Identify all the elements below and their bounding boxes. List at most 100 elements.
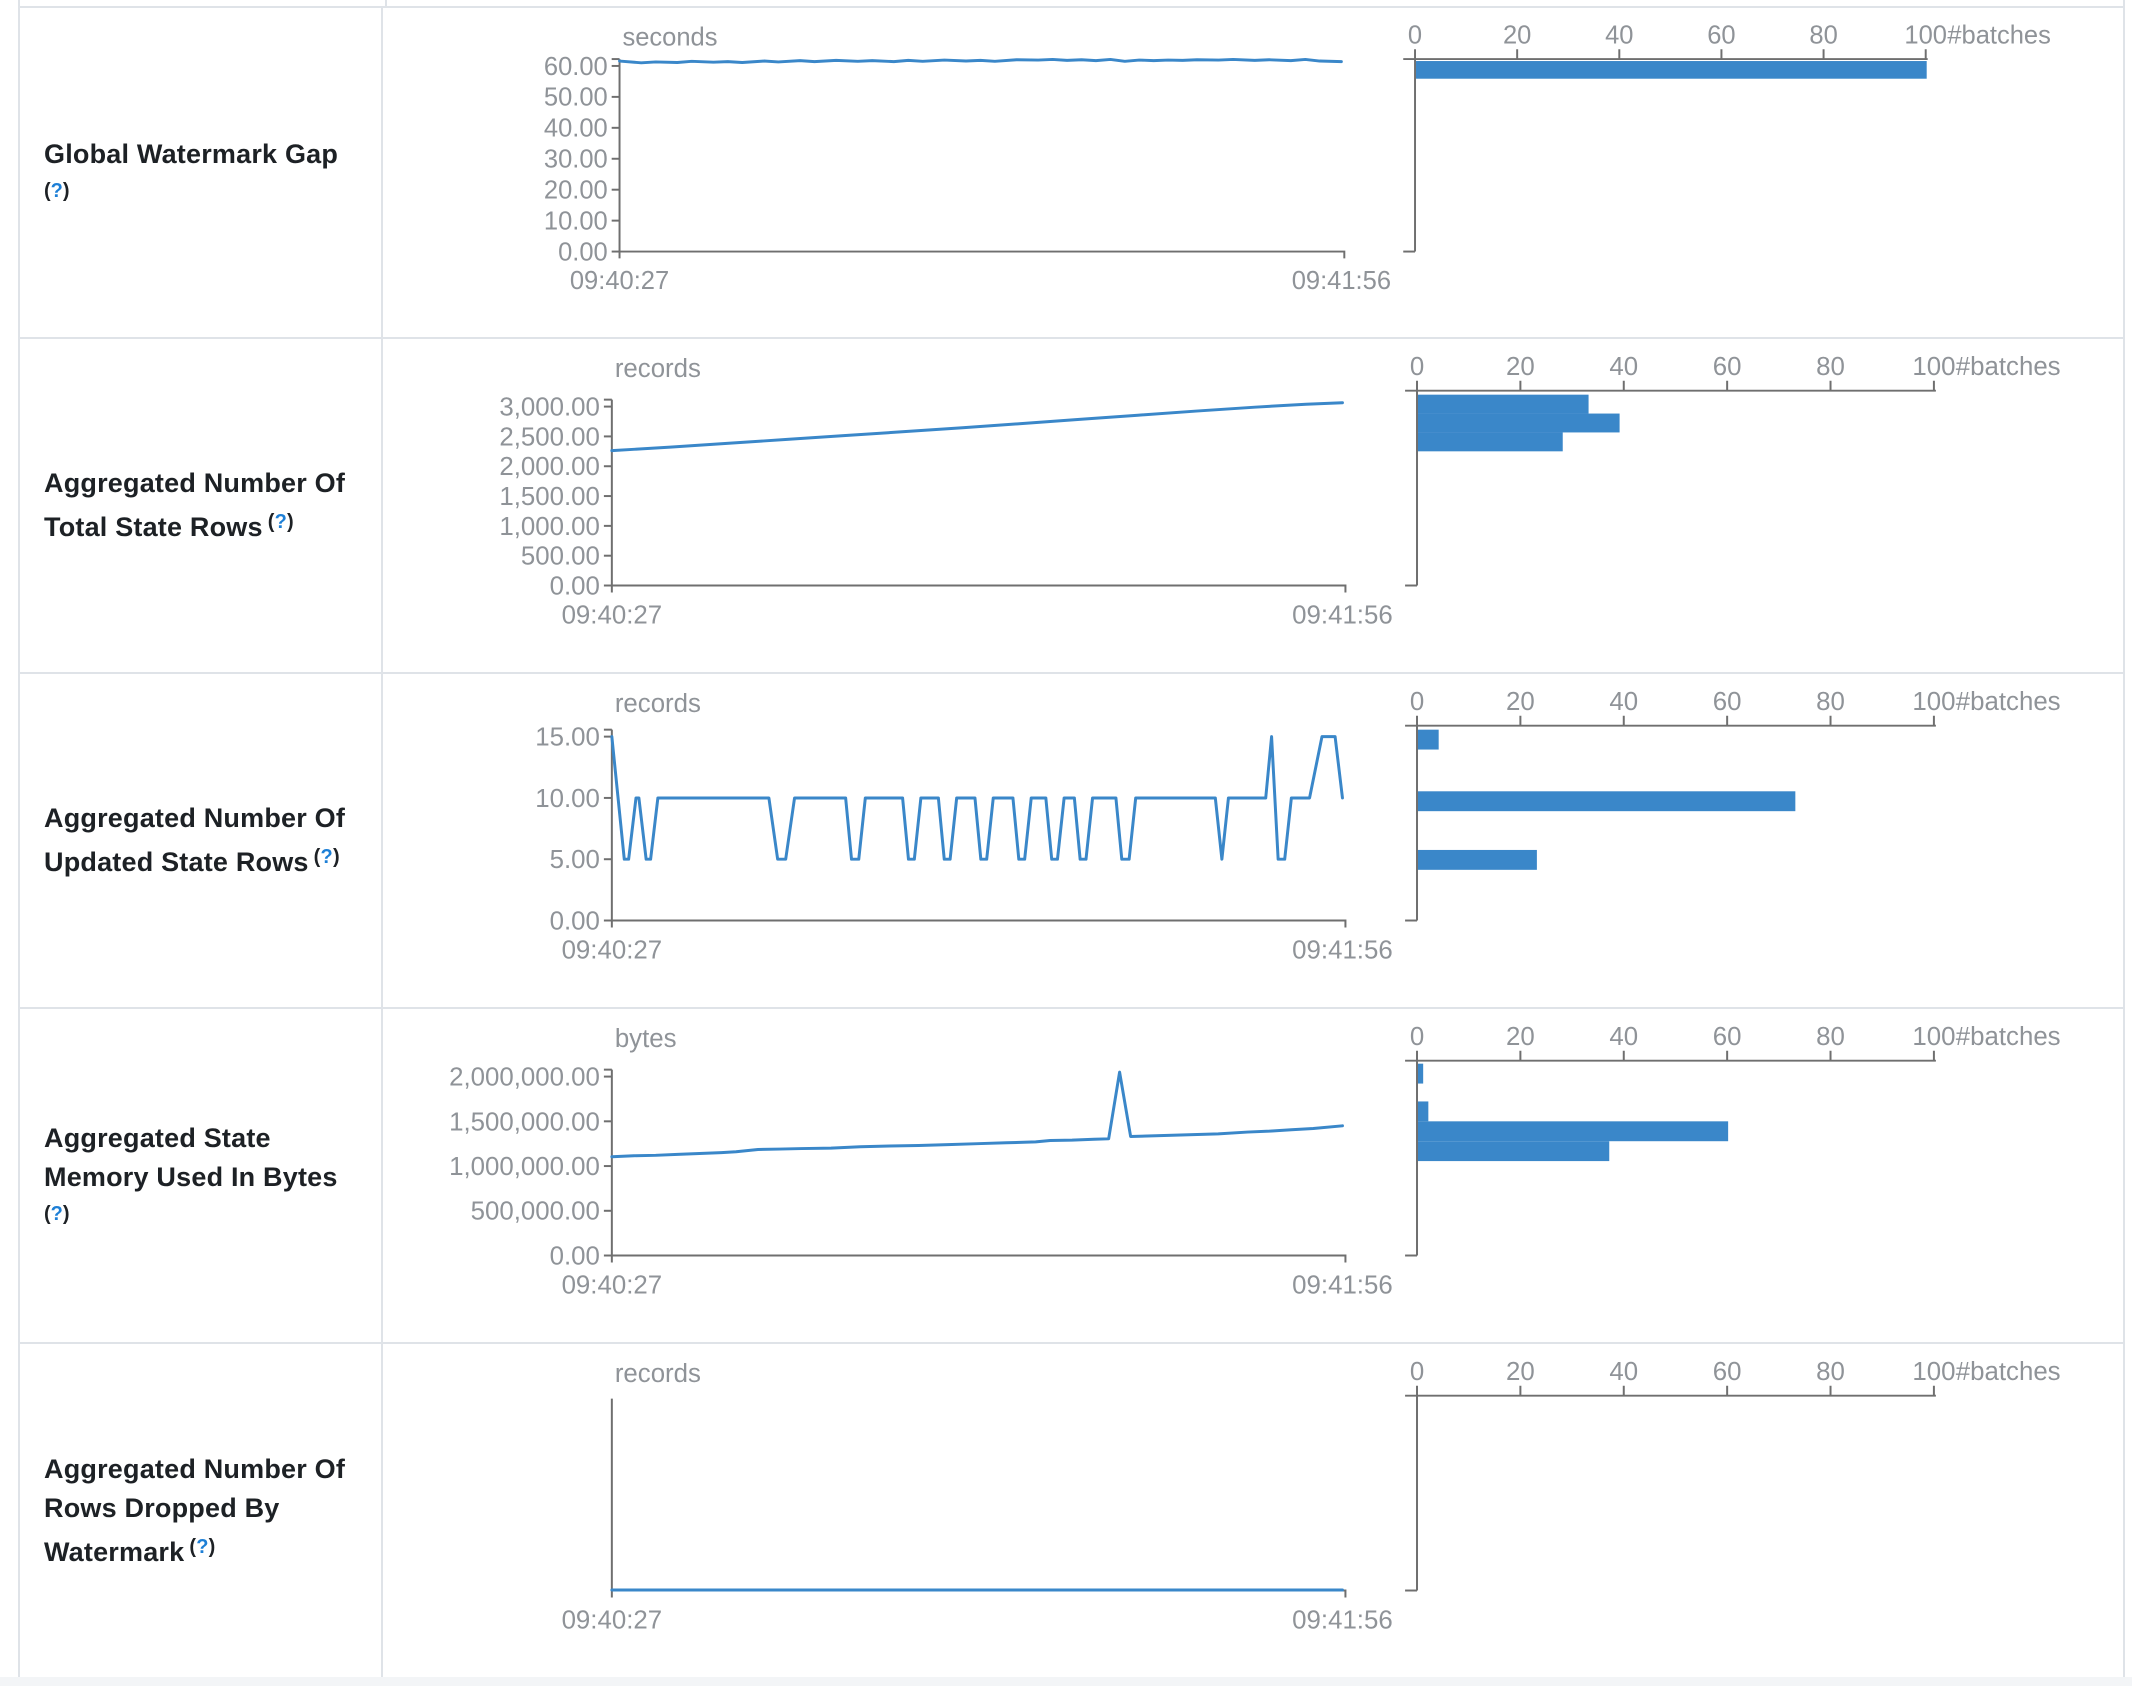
metric-charts-svg: bytes 2,000,000.00 1,500,000.00 1,000,000.0…: [449, 1023, 2061, 1300]
x-end-time-label: 09:41:56: [1292, 1271, 1393, 1299]
metric-name-line: Memory Used In Bytes: [44, 1161, 338, 1192]
help-tooltip-link[interactable]: (?): [267, 511, 294, 533]
histogram-tick-label: 80: [1816, 1023, 1845, 1051]
timeline-unit-label: records: [615, 690, 701, 718]
x-start-time-label: 09:40:27: [562, 1606, 663, 1634]
histogram-tick-label: 80: [1816, 1358, 1845, 1386]
histogram-chart: 0 20 40 60 80 100 #batches: [1405, 1023, 2061, 1257]
timeline-unit-label: records: [615, 355, 701, 383]
y-tick-label: 1,000.00: [499, 513, 600, 541]
y-tick-label: 15.00: [535, 724, 600, 752]
metric-row-rows-dropped-by-watermark: Aggregated Number Of Rows Dropped By Water…: [20, 1342, 2123, 1677]
metric-name-line: Aggregated Number Of: [44, 468, 346, 498]
metric-title-cell: Aggregated State Memory Used In Bytes (?): [20, 1009, 383, 1342]
metric-title-cell: Aggregated Number Of Total State Rows (?): [20, 339, 383, 672]
histogram-bar: [1418, 791, 1796, 812]
y-tick-label: 30.00: [544, 146, 608, 174]
timeline-unit-label: seconds: [622, 23, 717, 51]
x-axis: [610, 1254, 1347, 1263]
metric-title-cell: Aggregated Number Of Updated State Rows (?…: [20, 674, 383, 1007]
histogram-chart: 0 20 40 60 80 100 #batches: [1405, 353, 2061, 587]
histogram-tick-label: 20: [1506, 353, 1535, 381]
y-tick-label: 0.00: [550, 907, 600, 935]
previous-row-edge: [18, 0, 2125, 6]
histogram-bar: [1418, 849, 1537, 870]
timeline-line: [610, 1070, 1344, 1159]
help-tooltip-link[interactable]: (?): [44, 1202, 70, 1225]
x-axis: [610, 1589, 1347, 1598]
question-mark-icon: ?: [50, 1202, 63, 1225]
histogram-chart: 0 20 40 60 80 100 #batches: [1403, 21, 2051, 253]
help-tooltip-link[interactable]: (?): [313, 846, 340, 868]
x-axis: [610, 919, 1347, 928]
y-tick-label: 1,500.00: [499, 483, 600, 511]
metric-help-line: (?): [44, 174, 367, 210]
histogram-unit-label: #batches: [1956, 1358, 2061, 1386]
metric-charts-cell: records 15.00 10.00 5.00 0.00 09:40:27 09:41:5…: [383, 674, 2123, 1007]
metric-title-cell: Global Watermark Gap (?): [20, 8, 383, 337]
metric-name-line: Total State Rows (?): [44, 511, 294, 542]
x-start-time-label: 09:40:27: [562, 936, 663, 964]
metric-charts-svg: records3,000.002,500.002,000.001,500.001…: [499, 353, 2061, 630]
y-tick-label: 2,500.00: [499, 423, 600, 451]
y-tick-label: 500.00: [521, 543, 600, 571]
watermark-metrics-table: Global Watermark Gap (?) seconds 60.00 50.0…: [18, 6, 2125, 1679]
timeline-chart: bytes 2,000,000.00 1,500,000.00 1,000,000.0…: [449, 1025, 1393, 1300]
histogram-chart: 0 20 40 60 80 100 #batches: [1405, 1358, 2061, 1592]
metric-name-line: Updated State Rows (?): [44, 846, 340, 877]
y-tick-label: 0.00: [550, 1242, 600, 1270]
timeline-line: [618, 57, 1343, 65]
histogram-bar: [1418, 1101, 1429, 1122]
x-end-time-label: 09:41:56: [1292, 601, 1393, 629]
help-tooltip-link[interactable]: (?): [44, 180, 70, 202]
histogram-tick-label: 0: [1410, 1358, 1424, 1386]
x-start-time-label: 09:40:27: [562, 601, 663, 629]
histogram-bar: [1418, 1063, 1424, 1084]
x-start-time-label: 09:40:27: [570, 267, 669, 295]
question-mark-icon: ?: [320, 846, 333, 868]
histogram-tick-label: 20: [1503, 21, 1531, 49]
histogram-tick-label: 40: [1609, 353, 1638, 381]
y-tick-label: 2,000.00: [499, 453, 600, 481]
histogram-tick-label: 0: [1410, 353, 1424, 381]
metric-row-updated-state-rows: Aggregated Number Of Updated State Rows (?…: [20, 672, 2123, 1007]
histogram-bar: [1418, 1121, 1729, 1142]
y-tick-label: 10.00: [544, 207, 608, 235]
timeline-line: [610, 735, 1344, 861]
metric-name-line: Global Watermark Gap: [44, 139, 339, 169]
histogram-bar: [1418, 394, 1589, 414]
histogram-unit-label: #batches: [1956, 1023, 2061, 1051]
histogram-tick-label: 100: [1912, 1358, 1955, 1386]
histogram-tick-label: 20: [1506, 688, 1535, 716]
histogram-bar: [1418, 413, 1620, 433]
metric-name-line: Watermark (?): [44, 1535, 216, 1567]
metric-name-line: Aggregated Number Of: [44, 803, 346, 833]
y-tick-label: 5.00: [550, 846, 600, 874]
metric-charts-cell: bytes 2,000,000.00 1,500,000.00 1,000,000.0…: [383, 1009, 2123, 1342]
question-mark-icon: ?: [50, 180, 63, 202]
histogram-tick-label: 60: [1713, 1358, 1742, 1386]
y-tick-label: 40.00: [544, 115, 608, 143]
x-axis: [618, 250, 1346, 259]
histogram-tick-label: 0: [1410, 688, 1424, 716]
x-start-time-label: 09:40:27: [562, 1271, 663, 1299]
histogram-bar: [1418, 1141, 1610, 1162]
histogram-tick-label: 20: [1506, 1358, 1535, 1386]
x-axis: [610, 584, 1347, 593]
metric-row-total-state-rows: Aggregated Number Of Total State Rows (?) …: [20, 337, 2123, 672]
histogram-unit-label: #batches: [1956, 353, 2061, 381]
timeline-unit-label: records: [615, 1360, 701, 1388]
help-tooltip-link[interactable]: (?): [189, 1535, 216, 1558]
histogram-tick-label: 100: [1912, 353, 1955, 381]
histogram-bar: [1418, 432, 1563, 452]
timeline-chart: records 09:40:27 09:41:56: [562, 1360, 1393, 1635]
timeline-line: [610, 401, 1344, 453]
metric-charts-cell: records 09:40:27 09:41:56 0 20 40 60 80 100 #batc…: [383, 1344, 2123, 1677]
question-mark-icon: ?: [196, 1535, 209, 1558]
histogram-tick-label: 20: [1506, 1023, 1535, 1051]
y-tick-label: 2,000,000.00: [449, 1064, 600, 1092]
